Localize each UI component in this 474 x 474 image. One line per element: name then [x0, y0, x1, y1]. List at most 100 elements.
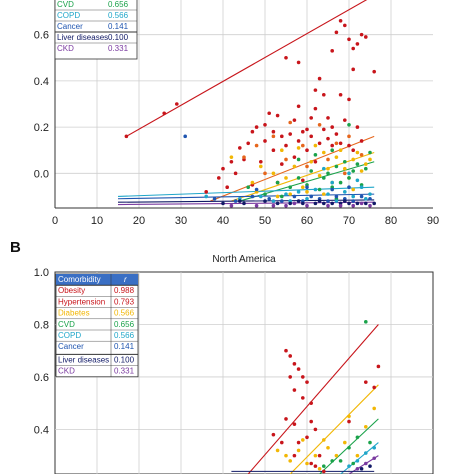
data-point: [347, 176, 351, 180]
data-point: [338, 92, 343, 97]
data-point: [309, 169, 314, 173]
data-point: [292, 194, 297, 199]
data-point: [288, 192, 293, 196]
data-point: [292, 164, 297, 169]
data-point: [326, 171, 330, 176]
data-point: [351, 461, 356, 466]
x-tick-label: 10: [91, 215, 103, 227]
data-point: [284, 203, 288, 208]
data-point: [288, 375, 293, 379]
data-point: [334, 30, 339, 35]
data-point: [372, 201, 377, 206]
legend-label: CKD: [57, 44, 74, 53]
data-point: [183, 134, 187, 139]
data-point: [225, 185, 229, 189]
data-point: [347, 201, 351, 206]
data-point: [246, 141, 250, 146]
legend-r-value: 0.656: [108, 0, 129, 9]
data-point: [359, 153, 364, 157]
data-point: [343, 166, 347, 171]
data-point: [343, 118, 347, 122]
legend-r-value: 0.141: [108, 22, 129, 31]
data-point: [347, 97, 351, 102]
data-point: [351, 199, 356, 203]
data-point: [296, 139, 301, 143]
x-tick-label: 40: [217, 215, 229, 227]
fit-line: [117, 193, 375, 200]
data-point: [351, 148, 356, 153]
data-point: [359, 466, 364, 471]
data-point: [305, 435, 309, 440]
data-point: [322, 201, 326, 206]
fit-line: [210, 135, 375, 202]
data-point: [317, 141, 322, 146]
data-point: [292, 422, 297, 426]
data-point: [338, 19, 343, 23]
data-point: [246, 185, 250, 189]
data-point: [280, 199, 284, 203]
data-point: [305, 196, 309, 201]
data-point: [317, 187, 322, 192]
data-point: [359, 32, 364, 37]
data-point: [259, 164, 263, 169]
data-point: [351, 157, 356, 162]
data-point: [330, 180, 335, 185]
data-point: [364, 162, 368, 166]
data-point: [309, 419, 314, 424]
data-point: [313, 187, 318, 192]
fit-line: [340, 442, 379, 474]
data-point: [355, 435, 360, 440]
data-point: [313, 106, 318, 111]
data-point: [313, 88, 318, 92]
data-point: [229, 159, 234, 164]
data-point: [322, 469, 326, 474]
data-point: [284, 143, 288, 148]
data-point: [364, 201, 368, 206]
data-point: [334, 199, 339, 203]
data-point: [204, 194, 208, 199]
legend-r-value: 0.656: [114, 320, 135, 329]
data-point: [275, 180, 280, 185]
data-point: [330, 148, 335, 153]
data-point: [305, 164, 309, 169]
data-point: [313, 153, 318, 157]
data-point: [263, 171, 267, 176]
data-point: [326, 199, 330, 203]
data-point: [368, 440, 372, 445]
data-point: [322, 438, 326, 442]
legend-label: COPD: [57, 11, 80, 20]
data-point: [355, 178, 360, 183]
legend: Comorbidity r Obesity 0.988 Hypertension 0.79…: [55, 273, 139, 378]
data-point: [305, 148, 309, 153]
data-point: [305, 461, 309, 466]
data-point: [368, 203, 372, 208]
data-point: [305, 127, 309, 132]
data-point: [280, 194, 284, 199]
data-point: [347, 134, 351, 139]
data-point: [347, 123, 351, 127]
data-point: [284, 417, 288, 421]
legend-r-value: 0.141: [114, 342, 135, 351]
data-point: [259, 159, 263, 164]
data-point: [292, 201, 297, 206]
data-point: [343, 190, 347, 194]
fit-line: [289, 384, 379, 474]
data-point: [254, 187, 259, 192]
data-point: [296, 146, 301, 150]
data-point: [288, 120, 293, 125]
data-point: [284, 176, 288, 180]
data-point: [292, 362, 297, 366]
data-point: [317, 123, 322, 127]
x-tick-label: 20: [133, 215, 145, 227]
data-point: [275, 448, 280, 453]
data-point: [263, 192, 267, 196]
legend-header-bg: [56, 274, 138, 286]
legend-r-value: 0.566: [114, 331, 135, 340]
legend-label: Diabetes: [58, 309, 90, 318]
data-point: [334, 194, 339, 199]
legend-header-comorbidity: Comorbidity: [58, 275, 101, 284]
data-point: [355, 42, 360, 46]
data-point: [372, 456, 377, 461]
